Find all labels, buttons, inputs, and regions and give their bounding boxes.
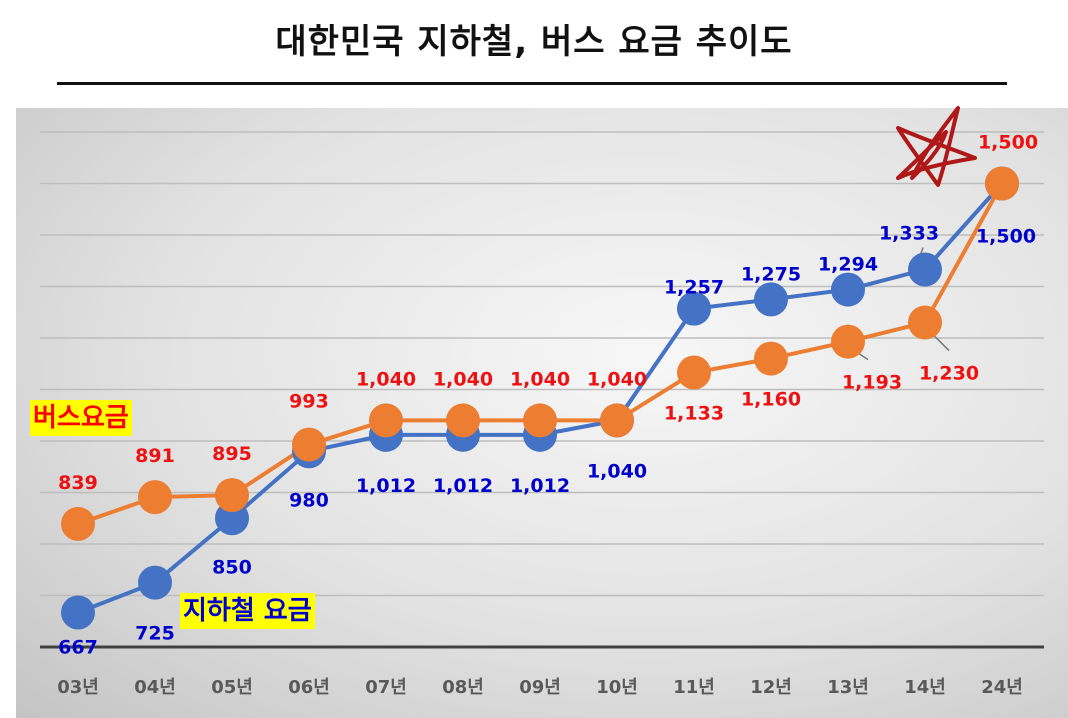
subway-data-label-12년: 1,275: [741, 263, 801, 285]
chart-title: 대한민국 지하철, 버스 요금 추이도: [275, 22, 793, 62]
x-tick-07년: 07년: [365, 677, 407, 698]
x-tick-14년: 14년: [904, 677, 946, 698]
subway-data-label-10년: 1,040: [587, 460, 647, 482]
bus-data-label-11년: 1,133: [664, 403, 724, 425]
subway-data-label-07년: 1,012: [356, 475, 416, 497]
bus-point-08년: [446, 403, 480, 438]
bus-point-07년: [369, 403, 403, 438]
subway-data-label-04년: 725: [135, 623, 175, 645]
x-tick-13년: 13년: [827, 677, 869, 698]
bus-data-label-24년: 1,500: [978, 132, 1038, 154]
subway-data-label-24년: 1,500: [976, 226, 1036, 248]
subway-data-label-06년: 980: [289, 489, 329, 511]
bus-data-label-10년: 1,040: [587, 368, 647, 390]
subway-data-label-13년: 1,294: [818, 254, 878, 276]
x-tick-labels: 03년 04년 05년 06년 07년 08년 09년 10년 11년 12년 13년 14년 24년: [57, 677, 1023, 698]
x-tick-08년: 08년: [442, 677, 484, 698]
title-underline: [57, 82, 1007, 85]
subway-data-label-05년: 850: [212, 556, 252, 578]
x-tick-11년: 11년: [673, 677, 715, 698]
x-tick-12년: 12년: [750, 677, 792, 698]
bus-point-04년: [138, 480, 172, 515]
bus-point-10년: [600, 403, 634, 438]
subway-data-label-08년: 1,012: [433, 475, 493, 497]
bus-data-label-08년: 1,040: [433, 368, 493, 390]
gridlines: [40, 131, 1044, 649]
subway-point-14년: [908, 252, 942, 287]
subway-point-12년: [754, 282, 788, 317]
subway-point-03년: [61, 595, 95, 630]
x-tick-06년: 06년: [288, 677, 330, 698]
subway-point-04년: [138, 565, 172, 600]
bus-series-label: 버스요금: [30, 400, 132, 436]
bus-point-05년: [215, 478, 249, 513]
x-tick-05년: 05년: [211, 677, 253, 698]
bus-point-11년: [677, 355, 711, 390]
subway-data-label-14년: 1,333: [879, 223, 939, 245]
bus-point-09년: [523, 403, 557, 438]
bus-data-label-05년: 895: [212, 443, 252, 465]
bus-point-03년: [61, 506, 95, 541]
bus-data-label-07년: 1,040: [356, 368, 416, 390]
series-lines: [77, 182, 1004, 615]
data-labels: 667 725 850 980 1,012 1,012 1,012 1,040 1,257 1,2…: [58, 132, 1038, 659]
x-tick-24년: 24년: [981, 677, 1023, 698]
bus-data-label-09년: 1,040: [510, 368, 570, 390]
bus-data-label-13년: 1,193: [842, 372, 902, 394]
subway-data-label-03년: 667: [58, 636, 98, 658]
x-tick-03년: 03년: [57, 677, 99, 698]
bus-point-06년: [292, 427, 326, 462]
bus-data-label-03년: 839: [58, 472, 98, 494]
bus-data-label-12년: 1,160: [741, 389, 801, 411]
star-mark: [896, 106, 977, 187]
x-tick-10년: 10년: [596, 677, 638, 698]
bus-data-label-14년: 1,230: [919, 363, 979, 385]
bus-point-14년: [908, 305, 942, 340]
x-tick-09년: 09년: [519, 677, 561, 698]
subway-data-label-09년: 1,012: [510, 475, 570, 497]
subway-data-label-11년: 1,257: [664, 277, 724, 299]
bus-point-13년: [831, 324, 865, 359]
x-tick-04년: 04년: [134, 677, 176, 698]
subway-series-label: 지하철 요금: [180, 593, 315, 629]
subway-line: [77, 182, 1004, 615]
bus-data-label-04년: 891: [135, 445, 175, 467]
subway-point-11년: [677, 291, 711, 326]
bus-point-12년: [754, 341, 788, 376]
leader-line: [932, 334, 950, 352]
bus-data-label-06년: 993: [289, 391, 329, 413]
subway-point-13년: [831, 272, 865, 307]
bus-point-24년: [985, 166, 1019, 201]
series-points: [61, 166, 1019, 630]
